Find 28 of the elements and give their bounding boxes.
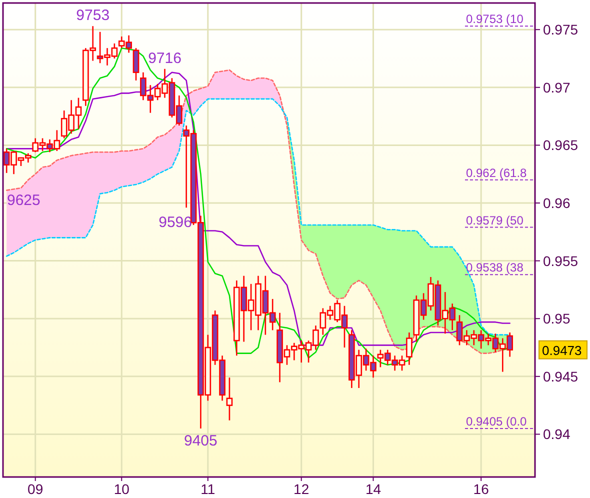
y-tick-label: 0.97 bbox=[543, 79, 570, 96]
x-tick-label: 09 bbox=[28, 481, 44, 497]
y-tick-label: 0.94 bbox=[543, 426, 570, 442]
ref-line-label: 0.9538 (38 bbox=[466, 260, 524, 275]
ref-line-label: 0.9405 (0.0 bbox=[466, 414, 528, 428]
y-tick-label: 0.96 bbox=[543, 195, 570, 212]
y-tick-label: 0.975 bbox=[543, 22, 578, 38]
candlestick bbox=[406, 332, 412, 366]
x-tick-label: 10 bbox=[114, 481, 130, 497]
x-tick-label: 11 bbox=[200, 481, 216, 497]
annotation: 9405 bbox=[184, 432, 218, 450]
ref-line-label: 0.9753 (10 bbox=[466, 12, 524, 26]
annotation: 9625 bbox=[7, 192, 40, 209]
candlestick bbox=[226, 376, 233, 421]
y-tick-label: 0.965 bbox=[543, 137, 578, 154]
ref-line-label: 0.9579 (50 bbox=[466, 213, 524, 228]
ref-line-label: 0.962 (61.8 bbox=[466, 166, 528, 180]
text: 0.9473 bbox=[542, 342, 582, 358]
annotation: 9596 bbox=[158, 214, 192, 231]
annotation: 9753 bbox=[76, 7, 110, 24]
y-tick-label: 0.955 bbox=[543, 252, 578, 269]
candlestick bbox=[132, 47, 140, 82]
y-tick-label: 0.945 bbox=[543, 368, 578, 384]
x-tick-label: 12 bbox=[294, 481, 310, 497]
x-tick-label: 14 bbox=[365, 481, 382, 497]
x-tick-label: 16 bbox=[473, 481, 490, 497]
y-tick-label: 0.95 bbox=[543, 310, 570, 327]
annotation: 9716 bbox=[148, 50, 182, 67]
